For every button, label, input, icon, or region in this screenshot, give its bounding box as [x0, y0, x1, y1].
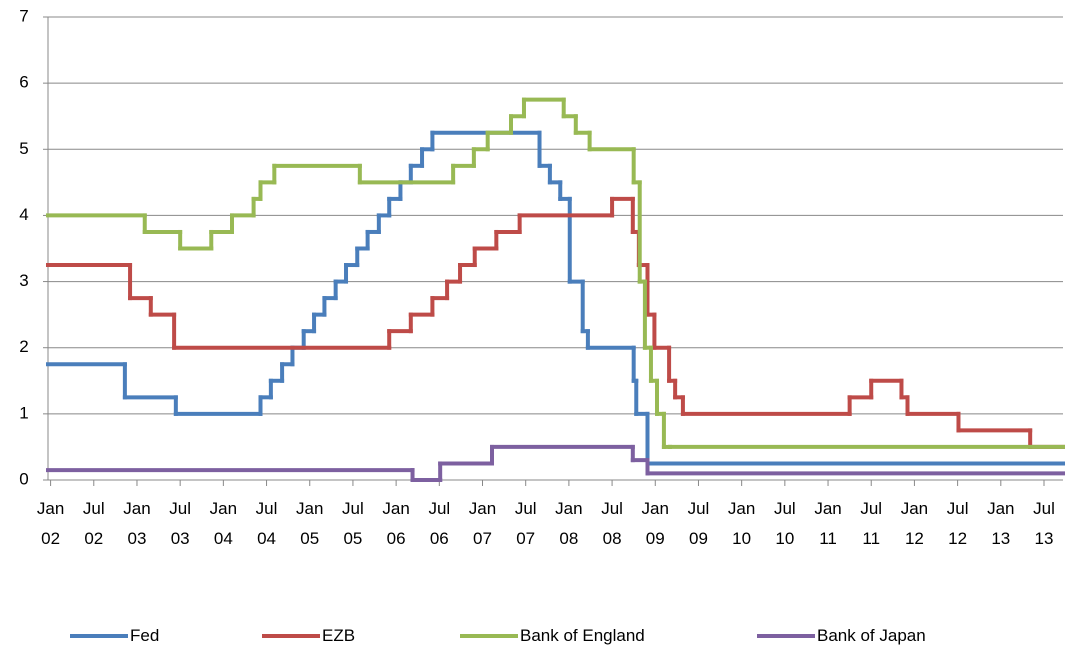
- legend-label: Bank of England: [520, 626, 645, 645]
- x-tick-label: Jul 05: [342, 499, 364, 548]
- x-tick-label: Jan 07: [468, 499, 497, 548]
- y-tick-label: 1: [19, 403, 28, 422]
- x-tick-label: Jan 12: [900, 499, 929, 548]
- legend-label: Fed: [130, 626, 160, 645]
- x-tick-label: Jul 03: [169, 499, 192, 548]
- y-tick-label: 0: [19, 469, 28, 488]
- x-tick-label: Jan 10: [727, 499, 756, 548]
- x-tick-label: Jul 08: [601, 499, 623, 548]
- x-tick-label: Jul 06: [428, 499, 451, 548]
- y-tick-label: 7: [19, 6, 28, 25]
- y-tick-label: 3: [19, 271, 28, 290]
- x-tick-label: Jan 08: [555, 499, 583, 548]
- x-tick-label: Jan 11: [814, 499, 842, 548]
- x-tick-label: Jul 13: [1033, 499, 1055, 548]
- x-tick-label: Jan 09: [641, 499, 669, 548]
- legend-label: EZB: [322, 626, 356, 645]
- x-tick-label: Jul 09: [687, 499, 710, 548]
- legend-label: Bank of Japan: [817, 626, 926, 645]
- y-tick-label: 4: [19, 205, 28, 224]
- y-tick-label: 6: [19, 73, 28, 92]
- x-tick-label: Jan 06: [382, 499, 410, 548]
- x-tick-label: Jul 04: [255, 499, 278, 548]
- x-tick-label: Jul 10: [773, 499, 796, 548]
- x-tick-label: Jan 05: [296, 499, 324, 548]
- x-tick-label: Jul 02: [82, 499, 105, 548]
- x-tick-label: Jul 07: [514, 499, 537, 548]
- x-tick-label: Jan 03: [123, 499, 151, 548]
- x-tick-label: Jul 11: [860, 499, 883, 548]
- x-tick-label: Jan 02: [36, 499, 65, 548]
- y-tick-label: 5: [19, 139, 28, 158]
- y-tick-label: 2: [19, 337, 28, 356]
- x-tick-label: Jul 12: [946, 499, 969, 548]
- x-tick-label: Jan 13: [987, 499, 1015, 548]
- x-tick-label: Jan 04: [209, 499, 238, 548]
